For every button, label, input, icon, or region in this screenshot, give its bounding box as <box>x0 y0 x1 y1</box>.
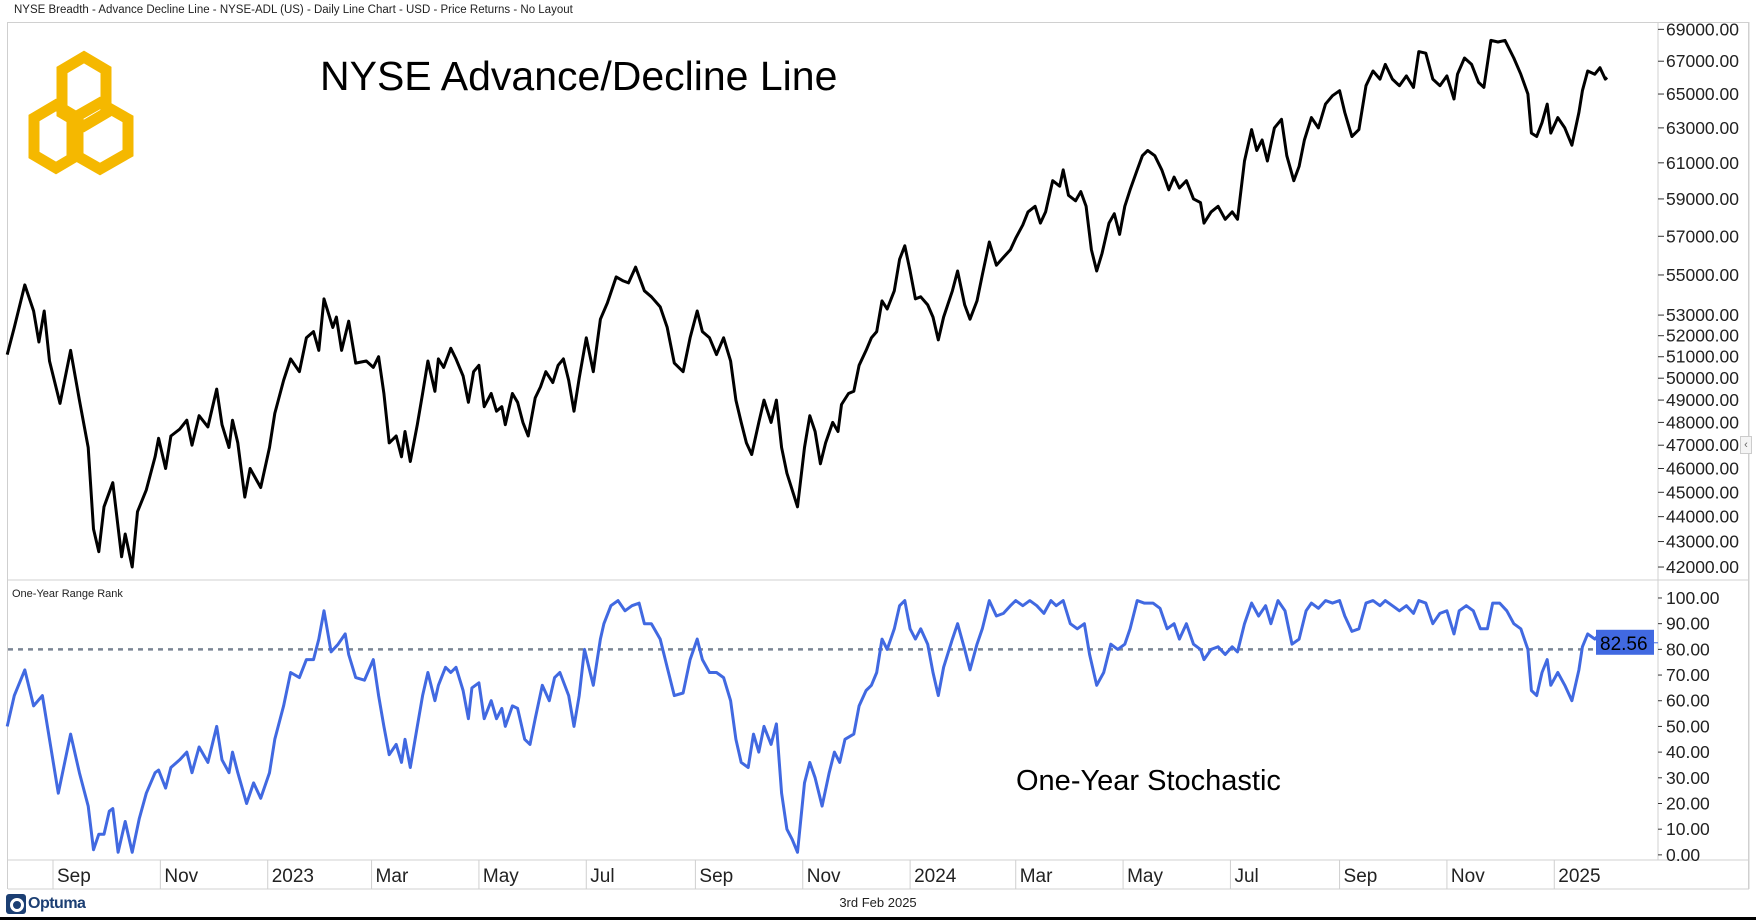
lower-panel-title: One-Year Stochastic <box>1016 765 1281 797</box>
y-tick-label: 53000.00 <box>1666 305 1739 325</box>
x-tick-label: May <box>483 866 519 887</box>
y-tick-label: 47000.00 <box>1666 435 1739 455</box>
x-tick-label: Sep <box>699 866 733 887</box>
y-tick-label: 55000.00 <box>1666 265 1739 285</box>
last-value-badge: 82.56 <box>1596 629 1658 655</box>
x-tick-label: Mar <box>376 866 409 887</box>
collapse-axis-handle[interactable]: ‹ <box>1740 436 1752 454</box>
y-tick-label: 20.00 <box>1666 793 1710 813</box>
x-tick-label: May <box>1127 866 1163 887</box>
bottom-bar <box>0 917 1756 920</box>
x-tick-label: Sep <box>1344 866 1378 887</box>
last-value-text: 82.56 <box>1600 634 1648 655</box>
y-tick-label: 30.00 <box>1666 768 1710 788</box>
x-tick-label: 2023 <box>272 866 314 887</box>
y-tick-label: 52000.00 <box>1666 326 1739 346</box>
y-tick-label: 100.00 <box>1666 588 1720 608</box>
y-tick-label: 57000.00 <box>1666 226 1739 246</box>
y-tick-label: 69000.00 <box>1666 19 1739 39</box>
y-tick-label: 10.00 <box>1666 819 1710 839</box>
y-tick-label: 80.00 <box>1666 639 1710 659</box>
y-tick-label: 70.00 <box>1666 665 1710 685</box>
y-tick-label: 46000.00 <box>1666 459 1739 479</box>
y-tick-label: 67000.00 <box>1666 51 1739 71</box>
y-tick-label: 50000.00 <box>1666 368 1739 388</box>
y-tick-label: 90.00 <box>1666 614 1710 634</box>
y-tick-label: 63000.00 <box>1666 118 1739 138</box>
x-tick-label: Nov <box>1451 866 1485 887</box>
y-tick-label: 50.00 <box>1666 716 1710 736</box>
x-tick-label: 2024 <box>914 866 957 887</box>
y-tick-label: 40.00 <box>1666 742 1710 762</box>
y-tick-label: 65000.00 <box>1666 84 1739 104</box>
y-tick-label: 44000.00 <box>1666 507 1739 527</box>
x-tick-label: Sep <box>57 866 91 887</box>
lower-panel-label: One-Year Range Rank <box>12 588 123 600</box>
y-tick-label: 42000.00 <box>1666 557 1739 577</box>
y-tick-label: 51000.00 <box>1666 347 1739 367</box>
y-tick-label: 60.00 <box>1666 691 1710 711</box>
optuma-logo: Optuma <box>6 893 86 915</box>
x-tick-label: Jul <box>1234 866 1258 887</box>
x-tick-label: Nov <box>164 866 198 887</box>
optuma-brand-text: Optuma <box>28 895 86 912</box>
y-tick-label: 61000.00 <box>1666 153 1739 173</box>
x-tick-label: Nov <box>807 866 841 887</box>
upper-panel-title: NYSE Advance/Decline Line <box>320 53 837 99</box>
x-tick-label: Mar <box>1020 866 1053 887</box>
x-axis: Sep Nov 2023 Mar May Jul Sep Nov 2024 Mar May Jul Se… <box>52 860 1601 889</box>
x-tick-label: Jul <box>590 866 614 887</box>
y-tick-label: 59000.00 <box>1666 189 1739 209</box>
chart-window-title: NYSE Breadth - Advance Decline Line - NY… <box>14 4 573 16</box>
x-tick-label: 2025 <box>1558 866 1600 887</box>
logo-hexagon-right <box>66 96 134 176</box>
y-tick-label: 49000.00 <box>1666 390 1739 410</box>
brand-logo-icon <box>28 50 134 176</box>
y-tick-label: 0.00 <box>1666 845 1700 865</box>
y-tick-label: 45000.00 <box>1666 482 1739 502</box>
y-tick-label: 43000.00 <box>1666 532 1739 552</box>
logo-hexagon-top <box>56 50 112 133</box>
y-tick-label: 48000.00 <box>1666 412 1739 432</box>
optuma-logo-icon <box>6 894 26 914</box>
adl-series-line <box>5 38 1609 569</box>
stochastic-series-line <box>5 599 1609 854</box>
upper-y-axis: 69000.00 67000.00 65000.00 63000.00 61000.00… <box>1658 19 1739 577</box>
footer-date: 3rd Feb 2025 <box>839 895 917 910</box>
lower-y-axis: 100.00 90.00 80.00 70.00 60.00 50.00 40.00 30.0… <box>1658 588 1720 865</box>
